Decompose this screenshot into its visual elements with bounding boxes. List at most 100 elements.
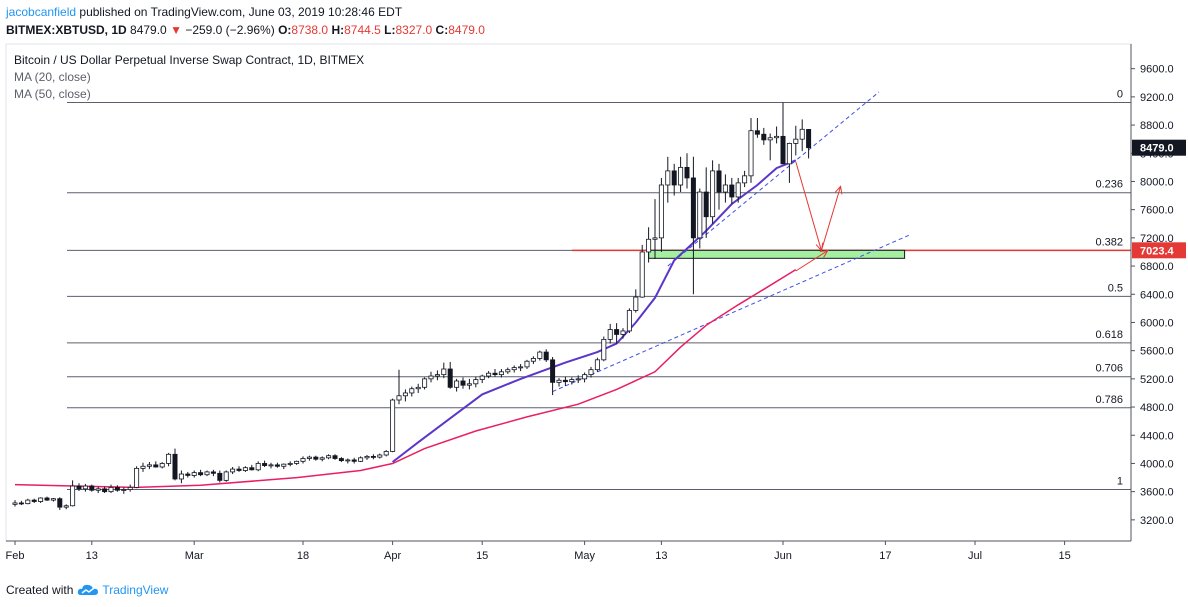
candle-body xyxy=(665,170,671,186)
candle xyxy=(121,487,127,494)
candle xyxy=(294,460,300,465)
low-label: L: xyxy=(384,23,396,37)
candle-body xyxy=(345,459,351,462)
candles xyxy=(12,102,812,510)
fibonacci-levels[interactable]: 0 0.236 0.382 0.5 0.618 0.706 0.786 1 xyxy=(67,89,1131,491)
arrow-line[interactable] xyxy=(820,186,842,251)
candle-body xyxy=(217,472,223,481)
candle-body xyxy=(722,184,728,193)
fib-level-label: 0.786 xyxy=(1095,394,1123,406)
candle xyxy=(396,369,402,405)
moving-averages xyxy=(14,159,797,489)
candle-body xyxy=(121,489,127,491)
candle-body xyxy=(185,473,191,476)
y-tick-label: 6400.0 xyxy=(1140,289,1174,301)
candle-body xyxy=(409,388,415,394)
candle xyxy=(390,398,396,453)
candle xyxy=(255,461,261,472)
author-link[interactable]: jacobcanfield xyxy=(6,5,77,19)
candle-body xyxy=(505,369,511,373)
y-tick-label: 4000.0 xyxy=(1140,458,1174,470)
candle-body xyxy=(697,191,703,239)
candle xyxy=(511,365,517,373)
footer: Created with TradingView xyxy=(6,582,168,598)
arrow-line[interactable] xyxy=(795,250,829,272)
candle xyxy=(620,328,626,339)
tradingview-logo[interactable]: TradingView xyxy=(77,582,168,598)
fib-level-label: 0.236 xyxy=(1095,179,1123,191)
candle xyxy=(358,456,364,463)
candle-body xyxy=(274,464,280,467)
candle-body xyxy=(633,296,639,311)
candle xyxy=(761,127,767,145)
candle-body xyxy=(159,463,165,468)
open-label: O: xyxy=(278,23,292,37)
candle-body xyxy=(166,453,172,464)
candle-body xyxy=(57,498,63,508)
support-zone-rect[interactable] xyxy=(648,249,906,259)
candle xyxy=(537,350,543,361)
trend-line[interactable] xyxy=(552,233,912,393)
candle-body xyxy=(754,130,760,135)
candle-body xyxy=(428,375,434,380)
candle-body xyxy=(607,329,613,340)
candle xyxy=(210,469,216,477)
candle-body xyxy=(511,367,517,371)
candle xyxy=(198,469,204,477)
candle-body xyxy=(780,135,786,165)
candle xyxy=(50,497,56,502)
candle-body xyxy=(422,378,428,388)
candle-body xyxy=(82,485,88,490)
candle-body xyxy=(601,338,607,361)
high-value: 8744.5 xyxy=(344,23,381,37)
candle-body xyxy=(76,485,82,490)
candle-body xyxy=(210,471,216,474)
candle-body xyxy=(498,371,504,376)
candle-body xyxy=(684,166,690,179)
candle xyxy=(614,323,620,344)
candle-body xyxy=(671,170,677,186)
candle xyxy=(466,378,472,390)
candle xyxy=(70,480,76,507)
ma50-legend[interactable]: MA (50, close) xyxy=(14,87,91,101)
candle xyxy=(486,371,492,379)
candle xyxy=(319,456,325,462)
candle-body xyxy=(236,468,242,471)
candle xyxy=(556,378,562,387)
arrow-drawings[interactable] xyxy=(795,161,843,272)
candle-body xyxy=(70,485,76,507)
candle-body xyxy=(89,485,95,491)
candle xyxy=(447,361,453,389)
trend-lines[interactable] xyxy=(552,91,912,393)
candle xyxy=(140,462,146,472)
candle xyxy=(575,375,581,384)
candle xyxy=(780,102,786,165)
candle-body xyxy=(242,467,248,471)
x-tick-label: 13 xyxy=(86,550,98,562)
candle xyxy=(268,462,274,469)
candle-body xyxy=(262,463,268,466)
candle xyxy=(697,188,703,249)
candle-body xyxy=(134,467,140,488)
ma20-legend[interactable]: MA (20, close) xyxy=(14,70,91,84)
candle-body xyxy=(793,138,799,144)
candle-body xyxy=(594,359,600,371)
ma20-line xyxy=(391,159,797,463)
candle xyxy=(716,163,722,210)
support-zone[interactable] xyxy=(648,249,906,259)
candle xyxy=(242,466,248,472)
trend-line[interactable] xyxy=(667,91,880,267)
candle-body xyxy=(473,379,479,385)
y-tick-label: 6800.0 xyxy=(1140,261,1174,273)
fib-level-label: 0 xyxy=(1117,89,1123,101)
candle-body xyxy=(588,369,594,376)
price-change: −259.0 (−2.96%) xyxy=(185,23,275,37)
candle xyxy=(415,383,421,393)
candle xyxy=(332,454,338,460)
candle xyxy=(505,367,511,374)
candle-body xyxy=(38,497,44,502)
red-level-badge-bg xyxy=(1132,242,1186,259)
x-tick-label: Jul xyxy=(968,550,982,562)
arrow-line[interactable] xyxy=(795,161,822,251)
